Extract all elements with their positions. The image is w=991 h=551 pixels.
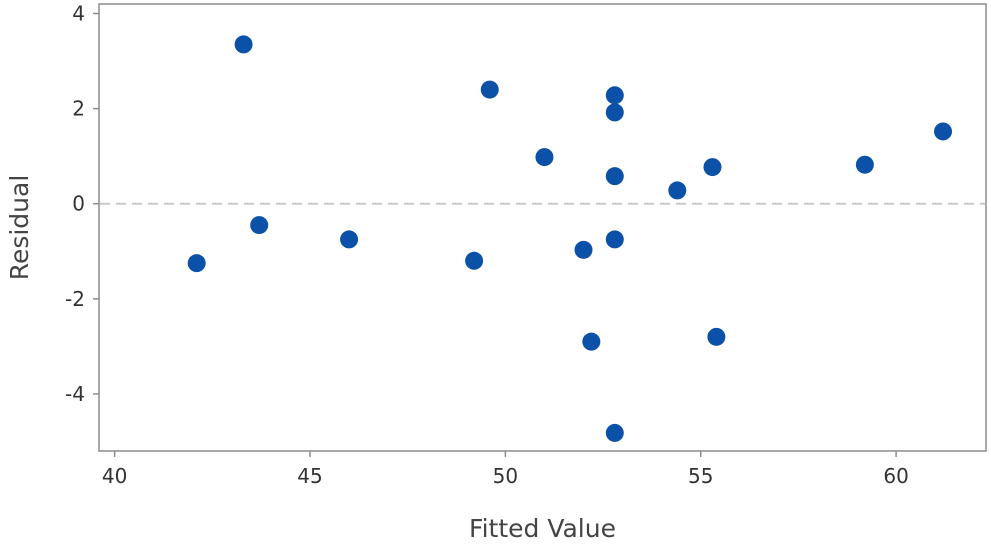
data-point <box>855 155 874 174</box>
x-axis-title: Fitted Value <box>469 514 616 543</box>
x-tick-label: 50 <box>493 464 518 488</box>
x-tick-label: 45 <box>297 464 322 488</box>
data-point <box>250 216 269 235</box>
data-point <box>582 332 601 351</box>
data-point <box>535 148 554 167</box>
data-point <box>465 251 484 270</box>
data-point <box>574 240 593 259</box>
data-point <box>605 167 624 186</box>
y-tick-label: -2 <box>65 287 85 311</box>
y-tick-label: 4 <box>72 2 85 26</box>
y-tick-label: 2 <box>72 97 85 121</box>
data-points <box>187 35 953 442</box>
x-axis-ticks: 40 45 50 55 60 <box>102 451 909 488</box>
data-point <box>234 35 253 54</box>
data-point <box>605 103 624 122</box>
y-tick-label: 0 <box>72 192 85 216</box>
y-axis-ticks: 4 2 0 -2 -4 <box>65 2 99 406</box>
data-point <box>934 122 953 141</box>
x-tick-label: 55 <box>688 464 713 488</box>
y-tick-label: -4 <box>65 382 85 406</box>
data-point <box>703 158 722 177</box>
x-tick-label: 40 <box>102 464 127 488</box>
y-axis-title: Residual <box>5 175 34 281</box>
data-point <box>187 254 206 273</box>
data-point <box>480 80 499 99</box>
data-point <box>605 86 624 105</box>
data-point <box>605 423 624 442</box>
data-point <box>340 230 359 249</box>
data-point <box>707 327 726 346</box>
x-tick-label: 60 <box>883 464 908 488</box>
data-point <box>668 181 687 200</box>
data-point <box>605 230 624 249</box>
plot-area-frame <box>98 3 987 452</box>
